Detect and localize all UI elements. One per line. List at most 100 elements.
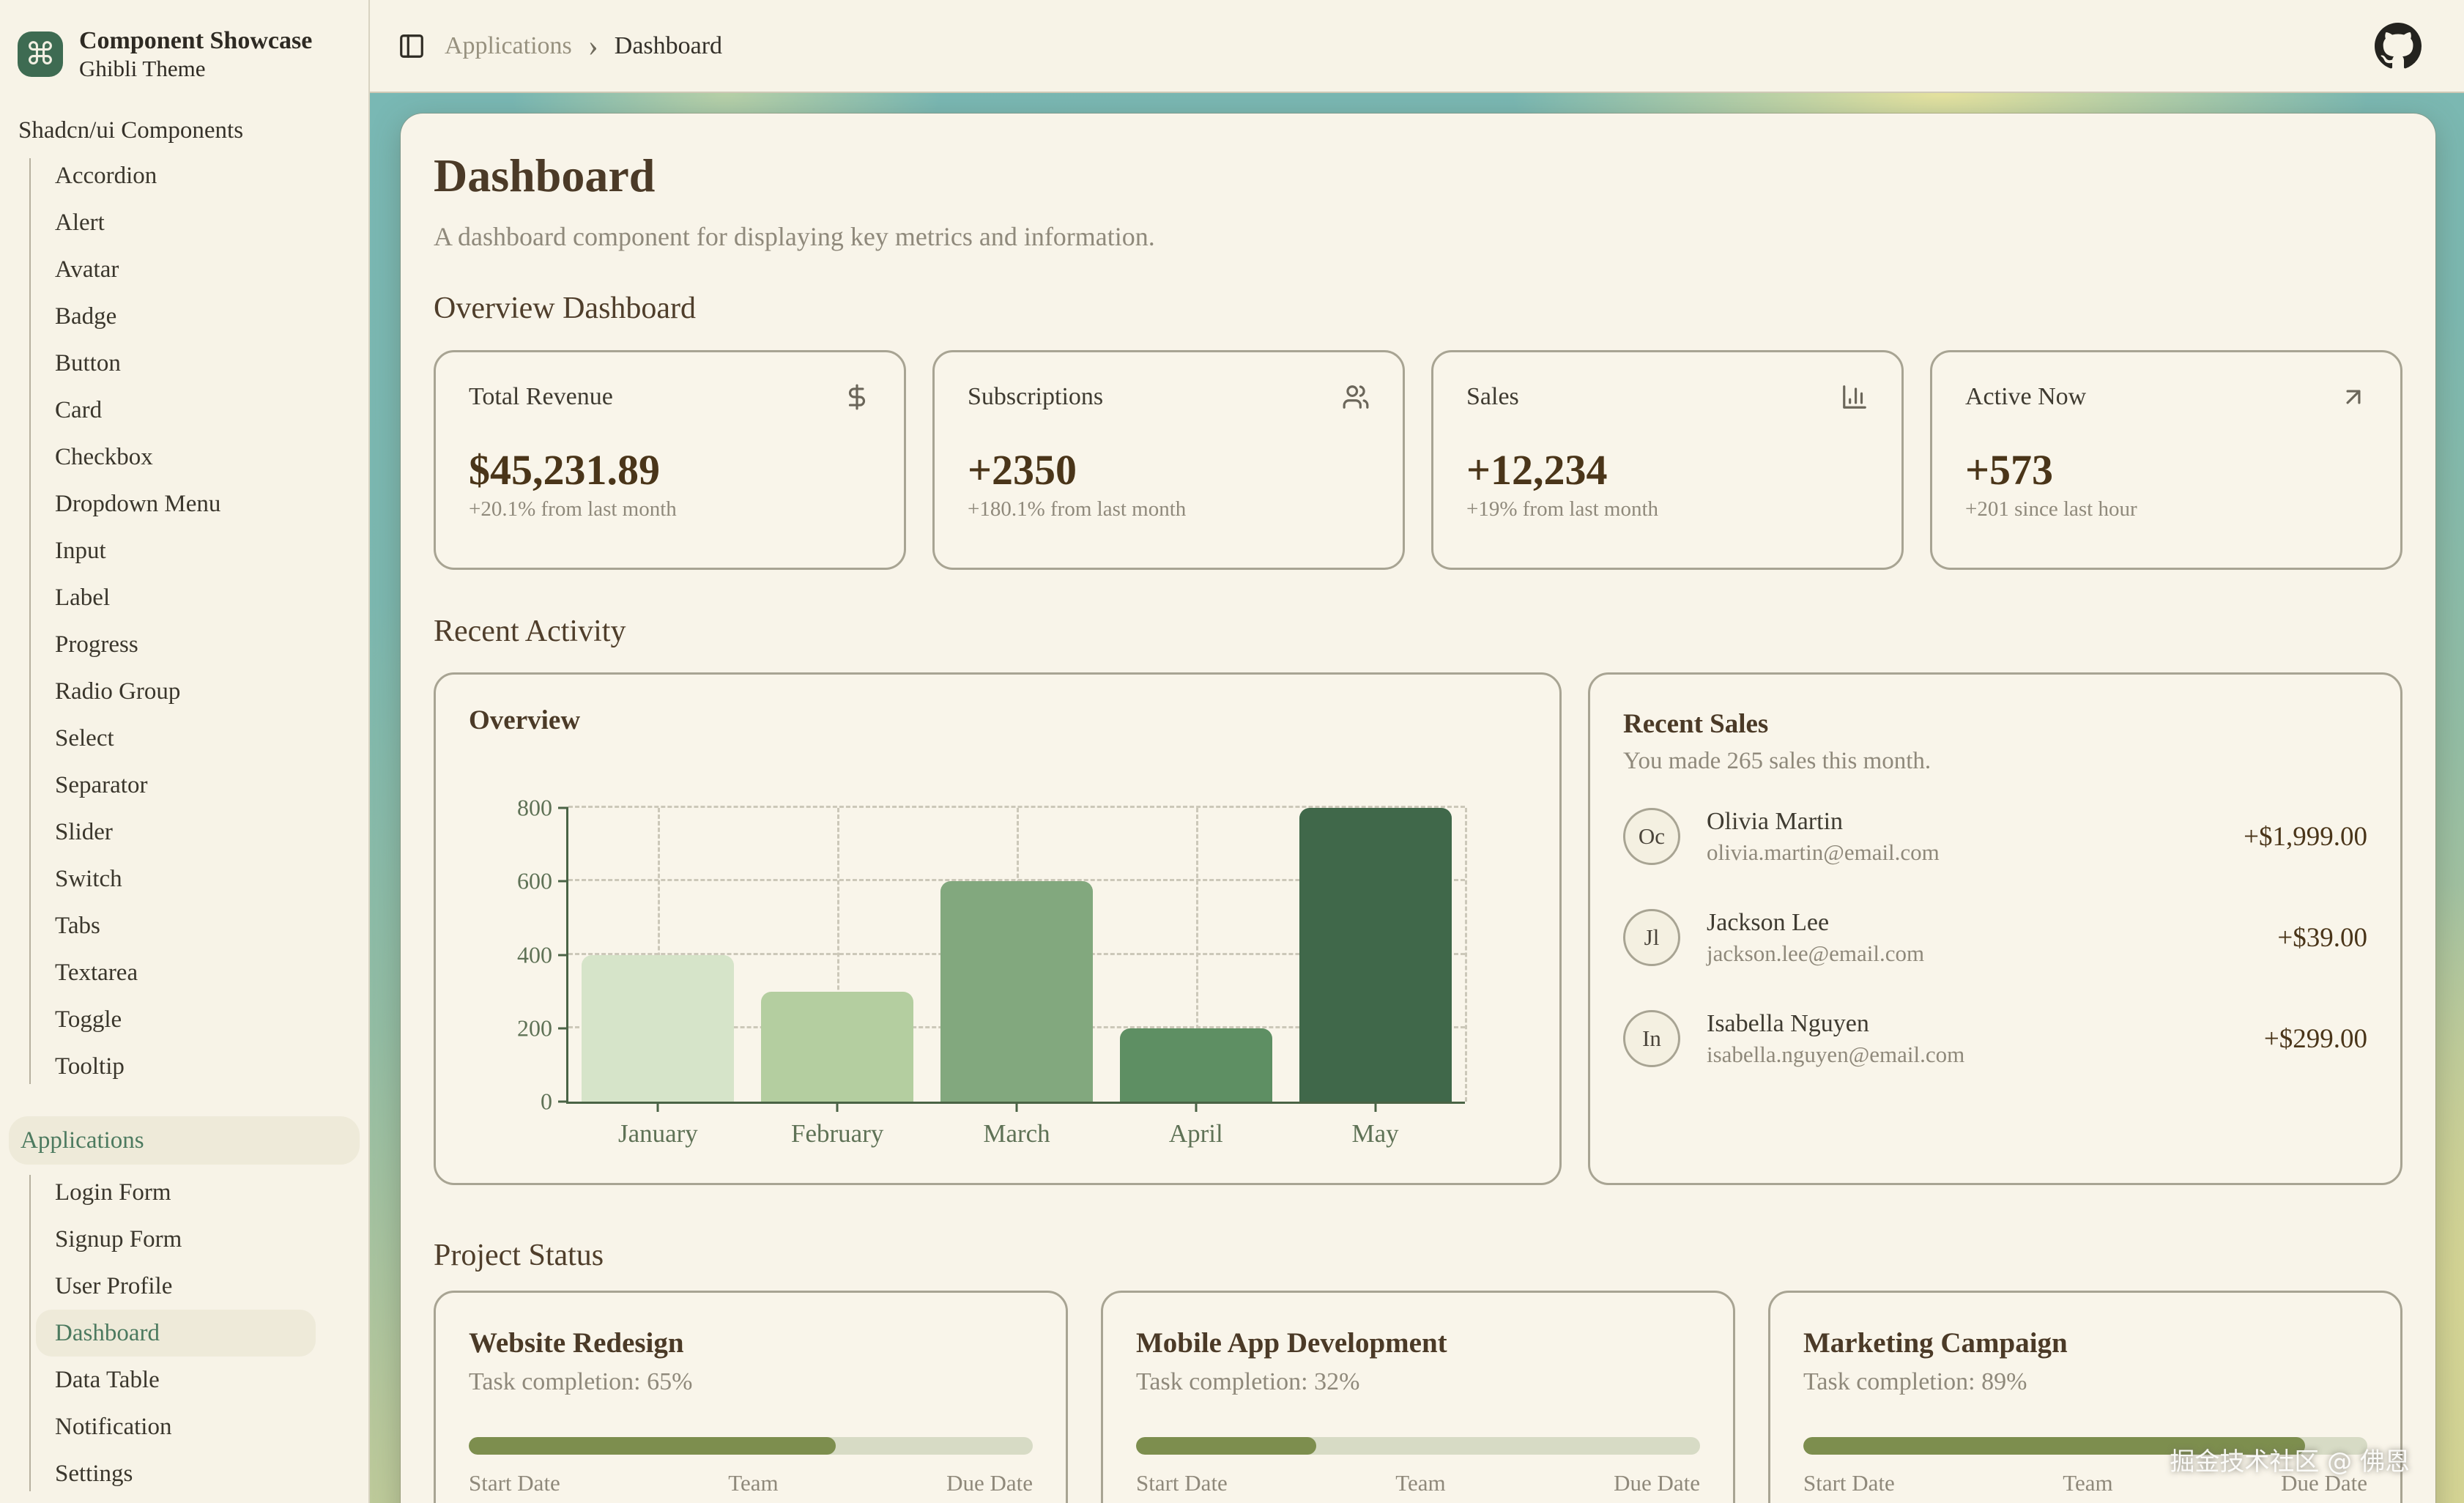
command-logo-icon: ⌘	[18, 31, 63, 77]
stat-value: +573	[1965, 446, 2054, 494]
sidebar-item-tooltip[interactable]: Tooltip	[55, 1053, 125, 1080]
sidebar: ⌘ Component Showcase Ghibli Theme Shadcn…	[0, 0, 370, 1503]
breadcrumb-current: Dashboard	[614, 31, 723, 59]
project-meta: Start Date Mar Team Marketing Due Date Aug	[1803, 1471, 2367, 1503]
sidebar-item-toggle[interactable]: Toggle	[55, 1006, 122, 1033]
meta-col-due-date: Due Date Aug	[2281, 1471, 2367, 1503]
project-completion: Task completion: 65%	[469, 1368, 693, 1395]
x-axis-tick	[1015, 1102, 1018, 1112]
breadcrumb-applications-link[interactable]: Applications	[445, 31, 572, 59]
gridline-horizontal	[568, 806, 1465, 808]
sidebar-item-select[interactable]: Select	[55, 724, 114, 752]
sidebar-item-accordion[interactable]: Accordion	[55, 162, 157, 189]
bar-chart-icon	[1841, 383, 1869, 411]
bar-april	[1119, 1028, 1272, 1102]
sidebar-item-separator[interactable]: Separator	[55, 771, 148, 798]
project-card-marketing-campaign: Marketing Campaign Task completion: 89% St…	[1768, 1291, 2402, 1503]
sidebar-item-input[interactable]: Input	[55, 537, 106, 564]
panel-left-icon	[400, 34, 423, 58]
bar-january	[582, 954, 735, 1102]
users-icon	[1342, 383, 1370, 411]
github-icon[interactable]	[2375, 22, 2422, 70]
project-completion: Task completion: 89%	[1803, 1368, 2027, 1395]
sidebar-item-slider[interactable]: Slider	[55, 818, 113, 845]
project-meta: Start Date Jan Team Design Due Date Mar	[469, 1471, 1033, 1503]
bar-chart: 0 200 400 600 800 January February March April Ma…	[517, 795, 1467, 1148]
sidebar-item-alert[interactable]: Alert	[55, 209, 105, 236]
sidebar-item-switch[interactable]: Switch	[55, 865, 122, 892]
page-title: Dashboard	[434, 149, 656, 201]
meta-label: Start Date	[1803, 1470, 1895, 1496]
dashboard-panel: Dashboard A dashboard component for disp…	[401, 114, 2435, 1503]
sidebar-item-user-profile[interactable]: User Profile	[55, 1272, 173, 1299]
y-axis-tick	[558, 954, 568, 956]
meta-label: Team	[2063, 1470, 2113, 1496]
components-nav-list: Accordion Alert Avatar Badge Button Card Check…	[0, 152, 368, 1090]
meta-col-team: Team Design	[719, 1471, 788, 1503]
recent-sales-list: Oc Olivia Martin olivia.martin@email.com +$…	[1623, 803, 2367, 1072]
gridline-vertical	[837, 808, 840, 1102]
sidebar-item-dropdown-menu[interactable]: Dropdown Menu	[55, 490, 221, 517]
sidebar-item-textarea[interactable]: Textarea	[55, 959, 138, 986]
app-brand: ⌘ Component Showcase Ghibli Theme	[0, 0, 368, 82]
sale-amount: +$39.00	[2277, 922, 2367, 953]
main-area: Applications › Dashboard Dashboard A das…	[370, 0, 2464, 1503]
meta-label: Start Date	[469, 1470, 560, 1496]
stat-card-subscriptions: Subscriptions +2350 +180.1% from last mont…	[932, 350, 1405, 570]
sidebar-item-radio-group[interactable]: Radio Group	[55, 678, 181, 705]
sidebar-section-applications[interactable]: Applications	[9, 1116, 360, 1165]
sale-row-jackson-lee: Jl Jackson Lee jackson.lee@email.com +$39.0…	[1623, 904, 2367, 971]
page-description: A dashboard component for displaying key…	[434, 222, 1155, 251]
sidebar-item-checkbox[interactable]: Checkbox	[55, 443, 153, 470]
sidebar-item-signup-form[interactable]: Signup Form	[55, 1225, 182, 1252]
sidebar-item-notification[interactable]: Notification	[55, 1413, 172, 1440]
x-axis-label: April	[1168, 1119, 1223, 1148]
x-axis-label: February	[791, 1119, 884, 1148]
sidebar-item-badge[interactable]: Badge	[55, 303, 117, 330]
arrow-up-right-icon	[2339, 383, 2367, 411]
sidebar-item-progress[interactable]: Progress	[55, 631, 138, 658]
sidebar-section-label-components: Shadcn/ui Components	[18, 117, 244, 144]
progress-bar-fill	[1136, 1437, 1317, 1455]
gridline-vertical	[1465, 808, 1467, 1102]
project-card-mobile-app-development: Mobile App Development Task completion: 3…	[1101, 1291, 1735, 1503]
stat-title: Sales	[1466, 383, 1519, 410]
progress-bar-fill	[1803, 1437, 2306, 1455]
meta-label: Team	[1395, 1470, 1446, 1496]
meta-value: Mar	[946, 1500, 1033, 1503]
gridline-vertical	[1195, 808, 1198, 1102]
sidebar-item-settings[interactable]: Settings	[55, 1460, 133, 1487]
sidebar-item-dashboard[interactable]: Dashboard	[36, 1310, 316, 1357]
meta-value: Marketing	[2038, 1500, 2138, 1503]
stats-row: Total Revenue $45,231.89 +20.1% from last …	[434, 350, 2402, 570]
x-axis-tick	[836, 1102, 839, 1112]
activity-row: Overview 0 200 400 600 800 January February Mar…	[434, 672, 2402, 1185]
sidebar-item-login-form[interactable]: Login Form	[55, 1179, 171, 1206]
recent-sales-subtitle: You made 265 sales this month.	[1623, 748, 1932, 774]
stat-title: Total Revenue	[469, 383, 613, 410]
sale-amount: +$1,999.00	[2244, 821, 2367, 852]
sidebar-item-avatar[interactable]: Avatar	[55, 256, 119, 283]
sidebar-item-label[interactable]: Label	[55, 584, 111, 611]
section-heading-recent-activity: Recent Activity	[434, 615, 626, 648]
sidebar-item-data-table[interactable]: Data Table	[55, 1366, 160, 1393]
meta-value: Development	[1356, 1500, 1486, 1503]
sale-info: Jackson Lee jackson.lee@email.com	[1707, 907, 1924, 968]
sidebar-item-card[interactable]: Card	[55, 396, 103, 423]
meta-label: Team	[728, 1470, 779, 1496]
sidebar-toggle-button[interactable]	[398, 32, 426, 60]
progress-bar	[1803, 1437, 2367, 1455]
command-glyph: ⌘	[25, 38, 56, 72]
stat-change: +20.1% from last month	[469, 497, 677, 521]
stat-change: +201 since last hour	[1965, 497, 2137, 521]
sidebar-item-button[interactable]: Button	[55, 349, 121, 376]
stat-value: $45,231.89	[469, 446, 660, 494]
sidebar-item-tabs[interactable]: Tabs	[55, 912, 100, 939]
breadcrumb: Applications › Dashboard	[445, 31, 723, 62]
x-axis-tick	[656, 1102, 659, 1112]
y-axis-label: 400	[517, 941, 552, 968]
stat-change: +19% from last month	[1466, 497, 1659, 521]
project-title: Website Redesign	[469, 1327, 684, 1359]
progress-bar	[469, 1437, 1033, 1455]
meta-value: Aug	[2281, 1500, 2367, 1503]
